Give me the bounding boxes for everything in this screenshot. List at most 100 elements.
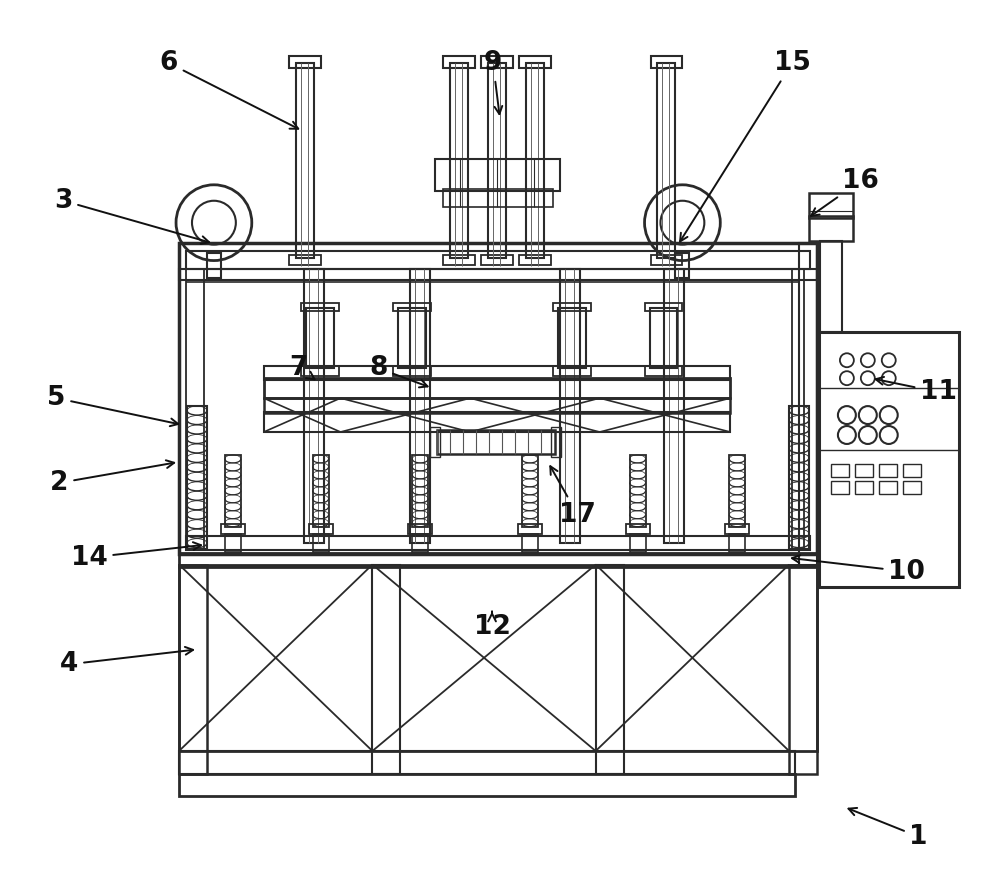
- Bar: [450, 63, 468, 257]
- Bar: [393, 303, 431, 311]
- Bar: [831, 464, 849, 477]
- Bar: [207, 253, 221, 277]
- Text: 16: 16: [811, 168, 879, 216]
- Bar: [179, 242, 817, 554]
- Bar: [408, 524, 432, 534]
- Bar: [301, 303, 339, 311]
- Bar: [443, 56, 475, 68]
- Bar: [264, 412, 730, 432]
- Bar: [264, 366, 730, 380]
- Bar: [725, 524, 749, 534]
- Bar: [225, 455, 241, 527]
- Bar: [309, 524, 333, 534]
- Bar: [855, 464, 873, 477]
- Text: 8: 8: [369, 355, 428, 388]
- Bar: [675, 253, 689, 277]
- Bar: [855, 481, 873, 494]
- Bar: [289, 255, 321, 264]
- Bar: [264, 378, 730, 398]
- Bar: [831, 481, 849, 494]
- Bar: [879, 464, 897, 477]
- Bar: [435, 159, 560, 191]
- Text: 2: 2: [50, 461, 174, 496]
- Bar: [289, 56, 321, 68]
- Bar: [799, 242, 817, 565]
- Bar: [645, 366, 682, 376]
- Bar: [879, 481, 897, 494]
- Bar: [304, 269, 324, 542]
- Bar: [651, 255, 682, 264]
- Text: 3: 3: [54, 188, 209, 244]
- Bar: [519, 56, 551, 68]
- Bar: [481, 56, 513, 68]
- Bar: [903, 464, 921, 477]
- Text: 11: 11: [876, 377, 957, 405]
- Text: 6: 6: [160, 50, 298, 129]
- Bar: [313, 534, 329, 552]
- Text: 15: 15: [680, 50, 811, 242]
- Bar: [301, 366, 339, 376]
- Bar: [179, 751, 795, 774]
- Bar: [412, 534, 428, 552]
- Bar: [596, 565, 624, 774]
- Text: 10: 10: [792, 555, 925, 585]
- Bar: [650, 308, 677, 368]
- Bar: [657, 63, 675, 257]
- Bar: [558, 308, 586, 368]
- Bar: [553, 303, 591, 311]
- Bar: [792, 269, 804, 549]
- Bar: [626, 524, 650, 534]
- Bar: [296, 63, 314, 257]
- Bar: [526, 63, 544, 257]
- Bar: [560, 269, 580, 542]
- Bar: [221, 524, 245, 534]
- Bar: [789, 406, 809, 548]
- Bar: [903, 481, 921, 494]
- Bar: [729, 455, 745, 527]
- Bar: [179, 269, 817, 281]
- Bar: [306, 308, 334, 368]
- Bar: [313, 455, 329, 527]
- Bar: [225, 534, 241, 552]
- Bar: [398, 308, 426, 368]
- Bar: [264, 398, 730, 413]
- Text: 12: 12: [474, 612, 510, 640]
- Bar: [522, 455, 538, 527]
- Bar: [412, 455, 428, 527]
- Bar: [651, 56, 682, 68]
- Bar: [393, 366, 431, 376]
- Text: 14: 14: [71, 542, 201, 571]
- Bar: [187, 406, 207, 548]
- Bar: [481, 255, 513, 264]
- Bar: [664, 269, 684, 542]
- Bar: [522, 534, 538, 552]
- Bar: [789, 565, 817, 774]
- Text: 9: 9: [484, 50, 502, 114]
- Bar: [729, 534, 745, 552]
- Bar: [186, 250, 810, 269]
- Bar: [645, 303, 682, 311]
- Bar: [809, 216, 853, 241]
- Bar: [372, 565, 400, 774]
- Bar: [519, 255, 551, 264]
- Bar: [553, 366, 591, 376]
- Bar: [551, 427, 561, 457]
- Text: 5: 5: [47, 385, 178, 426]
- Bar: [809, 193, 853, 218]
- Bar: [179, 774, 795, 796]
- Bar: [820, 241, 842, 332]
- Text: 7: 7: [289, 355, 315, 381]
- Bar: [179, 553, 817, 567]
- Bar: [630, 455, 646, 527]
- Bar: [630, 534, 646, 552]
- Bar: [437, 430, 555, 454]
- Bar: [179, 565, 207, 774]
- Bar: [518, 524, 542, 534]
- Bar: [430, 427, 440, 457]
- Text: 4: 4: [60, 647, 193, 677]
- Text: 1: 1: [848, 808, 928, 850]
- Text: 17: 17: [550, 466, 596, 527]
- Bar: [186, 269, 204, 549]
- Bar: [819, 332, 959, 587]
- Bar: [410, 269, 430, 542]
